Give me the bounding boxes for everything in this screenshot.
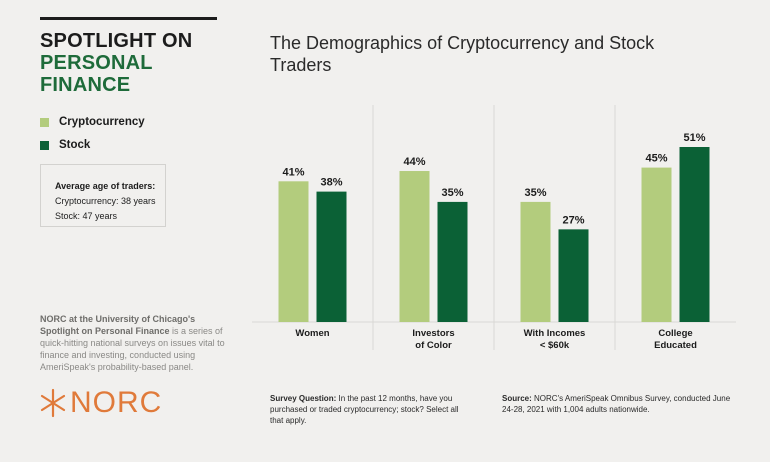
survey-question: Survey Question: In the past 12 months, … bbox=[270, 393, 465, 426]
about-text: NORC at the University of Chicago's Spot… bbox=[40, 313, 236, 373]
category-label-investors-of-color-1: Investors bbox=[412, 328, 454, 339]
average-age-crypto-label: Cryptocurrency: bbox=[55, 196, 119, 206]
series-title-line1: SPOTLIGHT ON bbox=[40, 30, 193, 52]
bar-crypto-with-incomes-60k bbox=[520, 201, 551, 322]
average-age-heading: Average age of traders: bbox=[55, 181, 156, 191]
legend-label-crypto: Cryptocurrency bbox=[59, 116, 145, 128]
average-age-stock-label: Stock: bbox=[55, 211, 81, 221]
category-label-college-educated-2: Educated bbox=[654, 340, 697, 351]
category-label-investors-of-color-2: of Color bbox=[415, 340, 452, 351]
norc-logo: NORC bbox=[38, 388, 162, 418]
source-note: Source: NORC's AmeriSpeak Omnibus Survey… bbox=[502, 393, 737, 415]
value-label-stock-investors-of-color: 35% bbox=[441, 187, 463, 199]
value-label-crypto-college-educated: 45% bbox=[645, 153, 667, 165]
norc-logo-text: NORC bbox=[70, 386, 163, 419]
series-title-line3: FINANCE bbox=[40, 74, 131, 96]
chart-title: The Demographics of Cryptocurrency and S… bbox=[270, 33, 655, 75]
bar-stock-with-incomes-60k bbox=[558, 229, 589, 322]
value-label-stock-with-incomes-60k: 27% bbox=[562, 214, 584, 226]
value-label-stock-women: 38% bbox=[320, 177, 342, 189]
category-label-with-incomes-60k-1: With Incomes bbox=[524, 328, 586, 339]
top-rule bbox=[40, 17, 217, 20]
average-age-box: Average age of traders: Cryptocurrency: … bbox=[40, 164, 166, 227]
source-note-text: NORC's AmeriSpeak Omnibus Survey, conduc… bbox=[502, 394, 731, 414]
legend-swatch-crypto bbox=[40, 117, 49, 127]
bar-crypto-college-educated bbox=[641, 167, 672, 322]
about-text-rest: is a series of quick-hitting national su… bbox=[40, 326, 225, 372]
category-label-women-1: Women bbox=[295, 328, 329, 339]
average-age-crypto: Cryptocurrency: 38 years bbox=[55, 194, 165, 209]
series-title-line2: PERSONAL bbox=[40, 52, 153, 74]
legend-item-crypto: Cryptocurrency bbox=[40, 115, 145, 129]
legend-swatch-stock bbox=[40, 140, 49, 150]
average-age-stock: Stock: 47 years bbox=[55, 209, 165, 224]
value-label-crypto-investors-of-color: 44% bbox=[403, 156, 425, 168]
legend-label-stock: Stock bbox=[59, 139, 91, 151]
category-label-with-incomes-60k-2: < $60k bbox=[540, 340, 570, 351]
legend-item-stock: Stock bbox=[40, 138, 145, 152]
about-text-bold: NORC at the University of Chicago's Spot… bbox=[40, 314, 196, 336]
average-age-stock-value: 47 years bbox=[80, 211, 118, 221]
category-label-college-educated-1: College bbox=[658, 328, 692, 339]
value-label-crypto-women: 41% bbox=[282, 166, 304, 178]
average-age-crypto-value: 38 years bbox=[118, 196, 156, 206]
bar-stock-investors-of-color bbox=[437, 201, 468, 322]
norc-star-icon bbox=[40, 388, 66, 418]
bar-stock-women bbox=[316, 191, 347, 322]
value-label-stock-college-educated: 51% bbox=[683, 132, 705, 144]
bar-stock-college-educated bbox=[679, 147, 710, 322]
survey-question-label: Survey Question: bbox=[270, 394, 337, 403]
value-label-crypto-with-incomes-60k: 35% bbox=[524, 187, 546, 199]
legend: Cryptocurrency Stock bbox=[40, 115, 145, 161]
survey-question-text: In the past 12 months, have you purchase… bbox=[270, 394, 459, 425]
series-title: SPOTLIGHT ON PERSONAL FINANCE bbox=[40, 30, 230, 96]
source-note-label: Source: bbox=[502, 394, 532, 403]
bar-crypto-women bbox=[278, 181, 309, 322]
bar-crypto-investors-of-color bbox=[399, 171, 430, 322]
